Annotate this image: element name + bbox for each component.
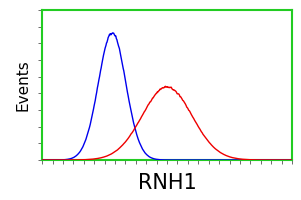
- Y-axis label: Events: Events: [15, 59, 30, 111]
- X-axis label: RNH1: RNH1: [138, 173, 197, 193]
